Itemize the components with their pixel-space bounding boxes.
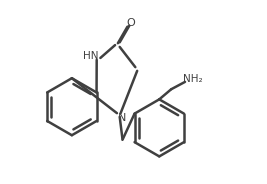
- Text: NH₂: NH₂: [183, 74, 202, 84]
- Text: HN: HN: [83, 51, 99, 61]
- Text: N: N: [118, 113, 127, 123]
- Text: O: O: [127, 18, 135, 28]
